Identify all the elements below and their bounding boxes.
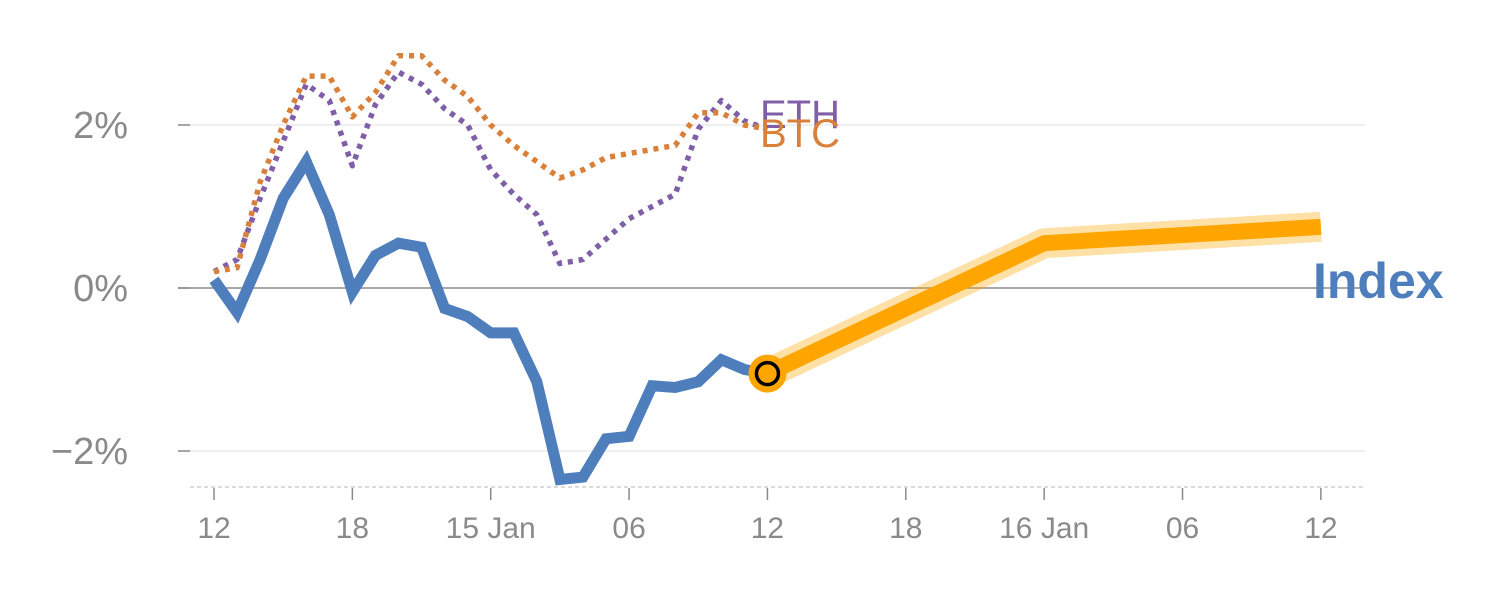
x-tick-label: 15 Jan bbox=[446, 512, 536, 545]
x-tick-label: 12 bbox=[1304, 512, 1337, 545]
index-series-line bbox=[209, 149, 769, 486]
x-tick-label: 12 bbox=[751, 512, 784, 545]
btc-series-line bbox=[213, 52, 768, 275]
current-point-marker bbox=[754, 360, 781, 387]
projection-band-line bbox=[764, 218, 1322, 381]
x-axis: 12 18 15 Jan 06 12 18 16 Jan 06 12 bbox=[190, 486, 1365, 545]
y-tick-label: −2% bbox=[51, 431, 128, 473]
y-axis: 2% 0% −2% bbox=[51, 105, 190, 473]
x-tick-label: 06 bbox=[1166, 512, 1199, 545]
eth-label: ETH bbox=[760, 93, 840, 137]
x-tick-label: 18 bbox=[889, 512, 922, 545]
index-label: Index bbox=[1313, 253, 1444, 309]
series-layer bbox=[209, 52, 1322, 486]
btc-label: BTC bbox=[760, 112, 840, 156]
y-tick-label: 2% bbox=[73, 105, 128, 147]
x-tick-label: 06 bbox=[612, 512, 645, 545]
x-tick-label: 12 bbox=[197, 512, 230, 545]
grid-lines bbox=[178, 124, 1365, 452]
x-tick-label: 16 Jan bbox=[999, 512, 1089, 545]
y-tick-label: 0% bbox=[73, 268, 128, 310]
x-tick-label: 18 bbox=[336, 512, 369, 545]
